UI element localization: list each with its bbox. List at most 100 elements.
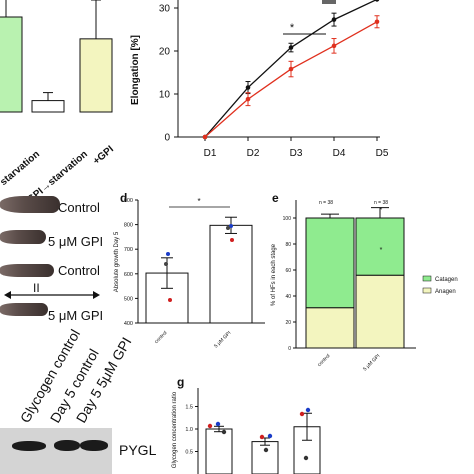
panel-b-x-tick-label: D5: [376, 148, 389, 159]
blot-band: [54, 440, 80, 451]
panel-c-length-label: II: [33, 281, 40, 295]
panel-e-y-tick-label: 60: [285, 268, 291, 274]
hair-follicle-image: [0, 303, 48, 316]
panel-e-n-label-1: n = 38: [374, 200, 388, 206]
panel-d-y-ticks: 400 500 600 700 800 900: [124, 198, 138, 327]
legend-label-catagen: Catagen: [435, 277, 458, 283]
panel-b-point: [202, 134, 208, 140]
panel-g-y-ticks: 1.5 1.0 0.5: [185, 405, 198, 456]
panel-b-ylabel: Elongation [%]: [130, 35, 141, 105]
panel-g-letter: g: [177, 375, 184, 389]
legend-swatch-catagen: [422, 275, 432, 282]
panel-b-series-line: [204, 21, 378, 138]
panel-d-point: [166, 252, 170, 256]
panel-b-significance: *: [290, 22, 295, 34]
panel-d-y-tick-label: 600: [124, 272, 133, 278]
panel-d-significance: *: [197, 197, 200, 206]
panel-a-bar: [31, 100, 65, 113]
panel-b-x-tick-label: D1: [204, 148, 217, 159]
panel-g-y-tick-label: 1.0: [185, 427, 193, 433]
panel-a-xlabel-0: starvation: [0, 149, 42, 188]
panel-d-y-tick-label: 400: [124, 321, 133, 327]
panel-e-bars: control 5 μM GPI: [305, 207, 405, 372]
panel-b-point: [245, 96, 251, 102]
panel-d-ylabel: Absolute growth Day 5: [114, 231, 120, 292]
panel-b-point: [288, 45, 294, 50]
panel-g-bar: [205, 428, 233, 474]
panel-b-y-tick-label: 20: [159, 47, 171, 58]
panel-e-bar-segment: [305, 217, 355, 309]
panel-b-x-tick-label: D3: [290, 148, 303, 159]
panel-g-y-tick-label: 1.5: [185, 405, 193, 411]
panel-a-bar: [79, 38, 113, 113]
panel-a: starvation GPI→starvation +GPI: [0, 0, 116, 206]
panel-d-point: [168, 298, 172, 302]
panel-c: Control 5 μM GPI Control II 5 μM GPI: [4, 200, 103, 323]
panel-e-ylabel: % of HFs in each stage: [271, 243, 277, 306]
panel-e-bar-segment: [355, 274, 405, 349]
panel-d-x-tick-label: control: [154, 330, 169, 345]
panel-a-bars: [0, 0, 113, 113]
panel-e-letter: e: [272, 191, 279, 205]
panel-e-y-tick-label: 100: [283, 216, 292, 222]
legend-label-anagen: Anagen: [435, 289, 456, 295]
hair-follicle-image: [0, 230, 46, 244]
panel-g-ylabel: Glycogen concentration ratio: [172, 391, 178, 468]
hair-follicle-image: [0, 196, 60, 213]
panel-d-point: [164, 262, 168, 266]
panel-b-point: [331, 17, 337, 22]
panel-a-bar: [0, 16, 23, 113]
panel-c-label-control-2: Control: [58, 263, 100, 278]
panel-f-band-label: PYGL: [119, 442, 157, 458]
blot-band: [80, 440, 108, 451]
panel-e-significance-mid: *: [380, 247, 383, 254]
panel-e-y-tick-label: 40: [285, 294, 291, 300]
panel-d-bars: control 5 μM GPI: [145, 216, 253, 349]
panel-d: d 400 500 600 700 800 900 Absolute growth Day…: [114, 191, 265, 349]
panel-g-point: [207, 423, 213, 429]
panel-g-bar: [251, 441, 279, 474]
panel-g-point: [221, 429, 227, 435]
panel-e-significance-top: *: [380, 207, 383, 214]
panel-g-point: [259, 434, 265, 440]
panel-d-point: [229, 224, 233, 228]
panel-b-x-tick-label: D4: [333, 148, 346, 159]
panel-d-point: [230, 238, 234, 242]
panel-b-legend-fragment: [322, 0, 336, 4]
panel-e: e 0 20 40 60 80 100 % of HFs in each stage co…: [271, 191, 458, 372]
panel-b-point: [245, 85, 251, 90]
panel-g-point: [215, 421, 221, 427]
panel-b-y-ticks: 0 10 20 30: [159, 4, 178, 144]
panel-g: g 1.5 1.0 0.5 Glycogen concentration ratio: [172, 375, 321, 474]
panel-b-x-tick-label: D2: [247, 148, 260, 159]
panel-e-y-ticks: 0 20 40 60 80 100: [283, 216, 296, 352]
panel-e-x-tick-label: 5 μM GPI: [362, 353, 381, 372]
panel-g-point: [305, 407, 311, 413]
panel-d-y-tick-label: 900: [124, 198, 133, 204]
panel-g-bars: [205, 412, 321, 474]
panel-b-y-tick-label: 0: [164, 133, 170, 144]
panel-e-y-tick-label: 0: [288, 346, 291, 352]
panel-b-point: [374, 0, 380, 2]
panel-g-point: [263, 447, 269, 453]
panel-c-label-gpi-2: 5 μM GPI: [48, 308, 103, 323]
panel-d-y-tick-label: 800: [124, 223, 133, 229]
western-blot-strip: [0, 428, 112, 474]
panel-d-y-tick-label: 700: [124, 247, 133, 253]
panel-b-x-ticks: D1 D2 D3 D4 D5: [204, 137, 389, 159]
panel-b-point: [288, 66, 294, 72]
panel-e-n-label-0: n = 38: [319, 200, 333, 206]
panel-g-point: [303, 455, 309, 461]
panel-d-point: [226, 226, 230, 230]
panel-d-y-tick-label: 500: [124, 296, 133, 302]
panel-e-y-tick-label: 20: [285, 320, 291, 326]
panel-e-bar-segment: [305, 307, 355, 349]
panel-g-point: [299, 411, 305, 417]
panel-d-x-tick-label: 5 μM GPI: [213, 330, 232, 349]
panel-b-point: [331, 43, 337, 49]
panel-b-y-tick-label: 30: [159, 4, 171, 15]
panel-e-x-tick-label: control: [317, 353, 332, 368]
panel-e-y-tick-label: 80: [285, 242, 291, 248]
blot-band: [12, 441, 46, 451]
